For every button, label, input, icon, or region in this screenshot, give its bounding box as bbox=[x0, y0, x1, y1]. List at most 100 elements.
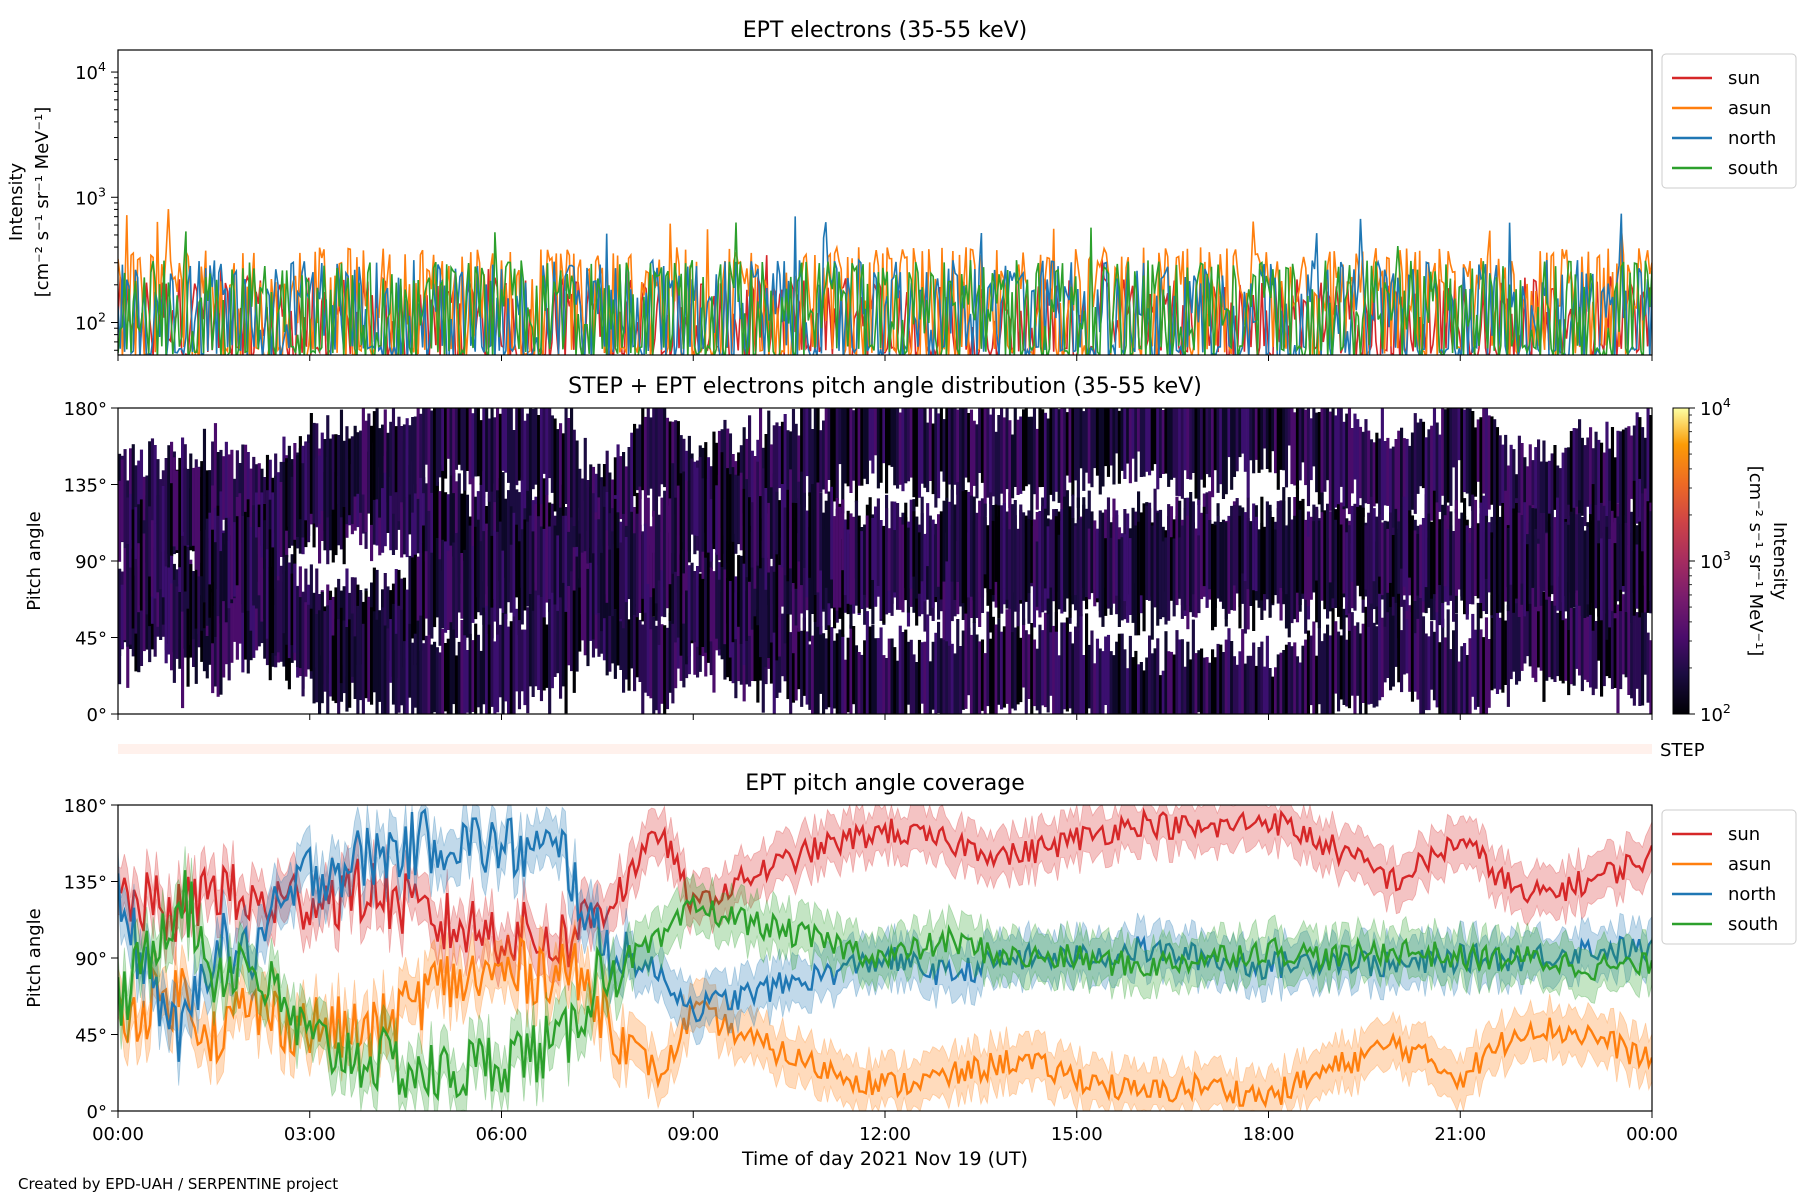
pad-cell bbox=[783, 414, 787, 524]
pad-cell bbox=[671, 553, 675, 624]
pad-cell bbox=[1205, 408, 1209, 475]
coverage-x-tick-label: 15:00 bbox=[1051, 1124, 1103, 1145]
pad-cell bbox=[824, 408, 828, 494]
pad-cell bbox=[1432, 408, 1437, 502]
pad-cell bbox=[964, 408, 968, 478]
pad-cell bbox=[638, 619, 642, 682]
pad-cell bbox=[553, 525, 557, 638]
pad-cell bbox=[1301, 645, 1305, 714]
pad-cell bbox=[1446, 609, 1450, 714]
pad-cell bbox=[1274, 667, 1278, 714]
pad-cell bbox=[178, 592, 182, 669]
pad-cell bbox=[1558, 518, 1563, 588]
pad-cell bbox=[1537, 439, 1541, 552]
pad-cell bbox=[619, 576, 623, 670]
pad-cell bbox=[991, 520, 995, 595]
coverage-title: EPT pitch angle coverage bbox=[745, 771, 1025, 796]
pad-cell bbox=[1547, 513, 1552, 590]
pad-cell bbox=[1369, 496, 1374, 604]
pad-cell bbox=[893, 530, 897, 593]
pad-cell bbox=[904, 629, 908, 714]
coverage-legend-label-sun: sun bbox=[1728, 824, 1760, 845]
pad-cell bbox=[342, 620, 346, 694]
pad-cell bbox=[745, 479, 749, 578]
pad-cell bbox=[1276, 654, 1280, 714]
pad-cell bbox=[1523, 457, 1527, 543]
pad-cell bbox=[364, 591, 368, 699]
pad-cell bbox=[1526, 466, 1530, 567]
pad-cell bbox=[1460, 408, 1464, 503]
pad-cell bbox=[1312, 521, 1316, 593]
pad-cell bbox=[1345, 532, 1349, 616]
pad-cell bbox=[309, 608, 313, 672]
pad-cell bbox=[1032, 408, 1037, 495]
pad-cell bbox=[1430, 521, 1434, 599]
pad-cell bbox=[1646, 501, 1650, 575]
pad-cell bbox=[1295, 486, 1300, 593]
pad-cell bbox=[1232, 408, 1237, 477]
pad-cell bbox=[1200, 408, 1204, 480]
pad-cell bbox=[950, 643, 954, 714]
pad-cell bbox=[1090, 511, 1094, 594]
pad-cell bbox=[372, 611, 376, 693]
pad-cell bbox=[476, 408, 480, 477]
pad-cell bbox=[1230, 641, 1234, 714]
pad-cell bbox=[1180, 408, 1184, 499]
pad-cell bbox=[1575, 593, 1579, 669]
pad-cell bbox=[164, 485, 168, 567]
pad-cell bbox=[980, 639, 985, 711]
pad-cell bbox=[490, 408, 494, 492]
pad-cell bbox=[1493, 501, 1497, 616]
pad-cell bbox=[1457, 518, 1461, 590]
pad-cell bbox=[863, 640, 867, 714]
pad-cell bbox=[750, 614, 754, 681]
pad-cell bbox=[1326, 503, 1330, 619]
pad-cell bbox=[819, 492, 823, 571]
pad-cell bbox=[441, 628, 445, 714]
pad-cell bbox=[685, 480, 689, 591]
pad-cell bbox=[526, 521, 530, 607]
pad-cell bbox=[175, 586, 179, 659]
pad-cell bbox=[978, 500, 982, 593]
pad-cell bbox=[265, 490, 270, 559]
pad-cell bbox=[1043, 508, 1048, 589]
pad-cell bbox=[1452, 531, 1456, 622]
pad-cell bbox=[296, 455, 300, 537]
pad-cell bbox=[120, 584, 124, 649]
pad-cell bbox=[772, 604, 776, 714]
pad-cell bbox=[556, 482, 560, 576]
pad-cell bbox=[528, 408, 533, 500]
pad-cell bbox=[1287, 497, 1291, 597]
pad-cell bbox=[1471, 411, 1475, 511]
pad-cell bbox=[1350, 612, 1354, 696]
pad-cell bbox=[474, 623, 478, 714]
pad-cell bbox=[646, 603, 650, 697]
pad-cell bbox=[430, 410, 434, 493]
pad-cell bbox=[1564, 618, 1568, 681]
pad-cell bbox=[1484, 617, 1489, 714]
pad-cell bbox=[222, 533, 226, 602]
pad-cell bbox=[767, 502, 771, 573]
pad-cell bbox=[641, 531, 645, 599]
pad-cell bbox=[986, 408, 990, 498]
pad-cell bbox=[465, 494, 470, 566]
pad-cell bbox=[1391, 606, 1395, 687]
pad-cell bbox=[550, 592, 554, 689]
pad-cell bbox=[1221, 652, 1226, 714]
pad-cell bbox=[608, 560, 612, 672]
pad-cell bbox=[550, 415, 554, 493]
pad-cell bbox=[1306, 536, 1311, 607]
pad-cell bbox=[402, 424, 407, 508]
pad-cell bbox=[1567, 524, 1571, 630]
pad-cell bbox=[1016, 419, 1020, 495]
pad-cell bbox=[915, 516, 919, 599]
pad-cell bbox=[575, 556, 579, 672]
pad-cell bbox=[1578, 597, 1582, 676]
pad-cell bbox=[750, 450, 754, 526]
pad-cell bbox=[602, 506, 607, 619]
pad-cell bbox=[1260, 641, 1264, 714]
pad-cell bbox=[723, 419, 727, 536]
pad-cell bbox=[224, 602, 228, 665]
pad-cell bbox=[487, 418, 491, 502]
pad-cell bbox=[1101, 512, 1105, 627]
